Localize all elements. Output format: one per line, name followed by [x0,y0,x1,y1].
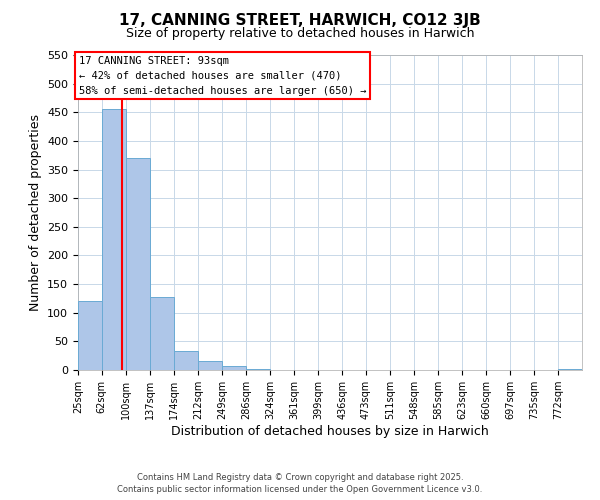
Text: 17 CANNING STREET: 93sqm
← 42% of detached houses are smaller (470)
58% of semi-: 17 CANNING STREET: 93sqm ← 42% of detach… [79,56,366,96]
X-axis label: Distribution of detached houses by size in Harwich: Distribution of detached houses by size … [171,425,489,438]
Bar [102,110,126,370]
Bar [174,350,198,370]
Text: 17, CANNING STREET, HARWICH, CO12 3JB: 17, CANNING STREET, HARWICH, CO12 3JB [119,12,481,28]
Bar [198,361,222,370]
Text: Contains HM Land Registry data © Crown copyright and database right 2025.
Contai: Contains HM Land Registry data © Crown c… [118,472,482,494]
Bar [558,369,582,370]
Bar [126,158,150,370]
Bar [150,296,174,370]
Bar [222,366,246,370]
Bar [246,369,270,370]
Y-axis label: Number of detached properties: Number of detached properties [29,114,41,311]
Bar [78,302,102,370]
Text: Size of property relative to detached houses in Harwich: Size of property relative to detached ho… [126,28,474,40]
